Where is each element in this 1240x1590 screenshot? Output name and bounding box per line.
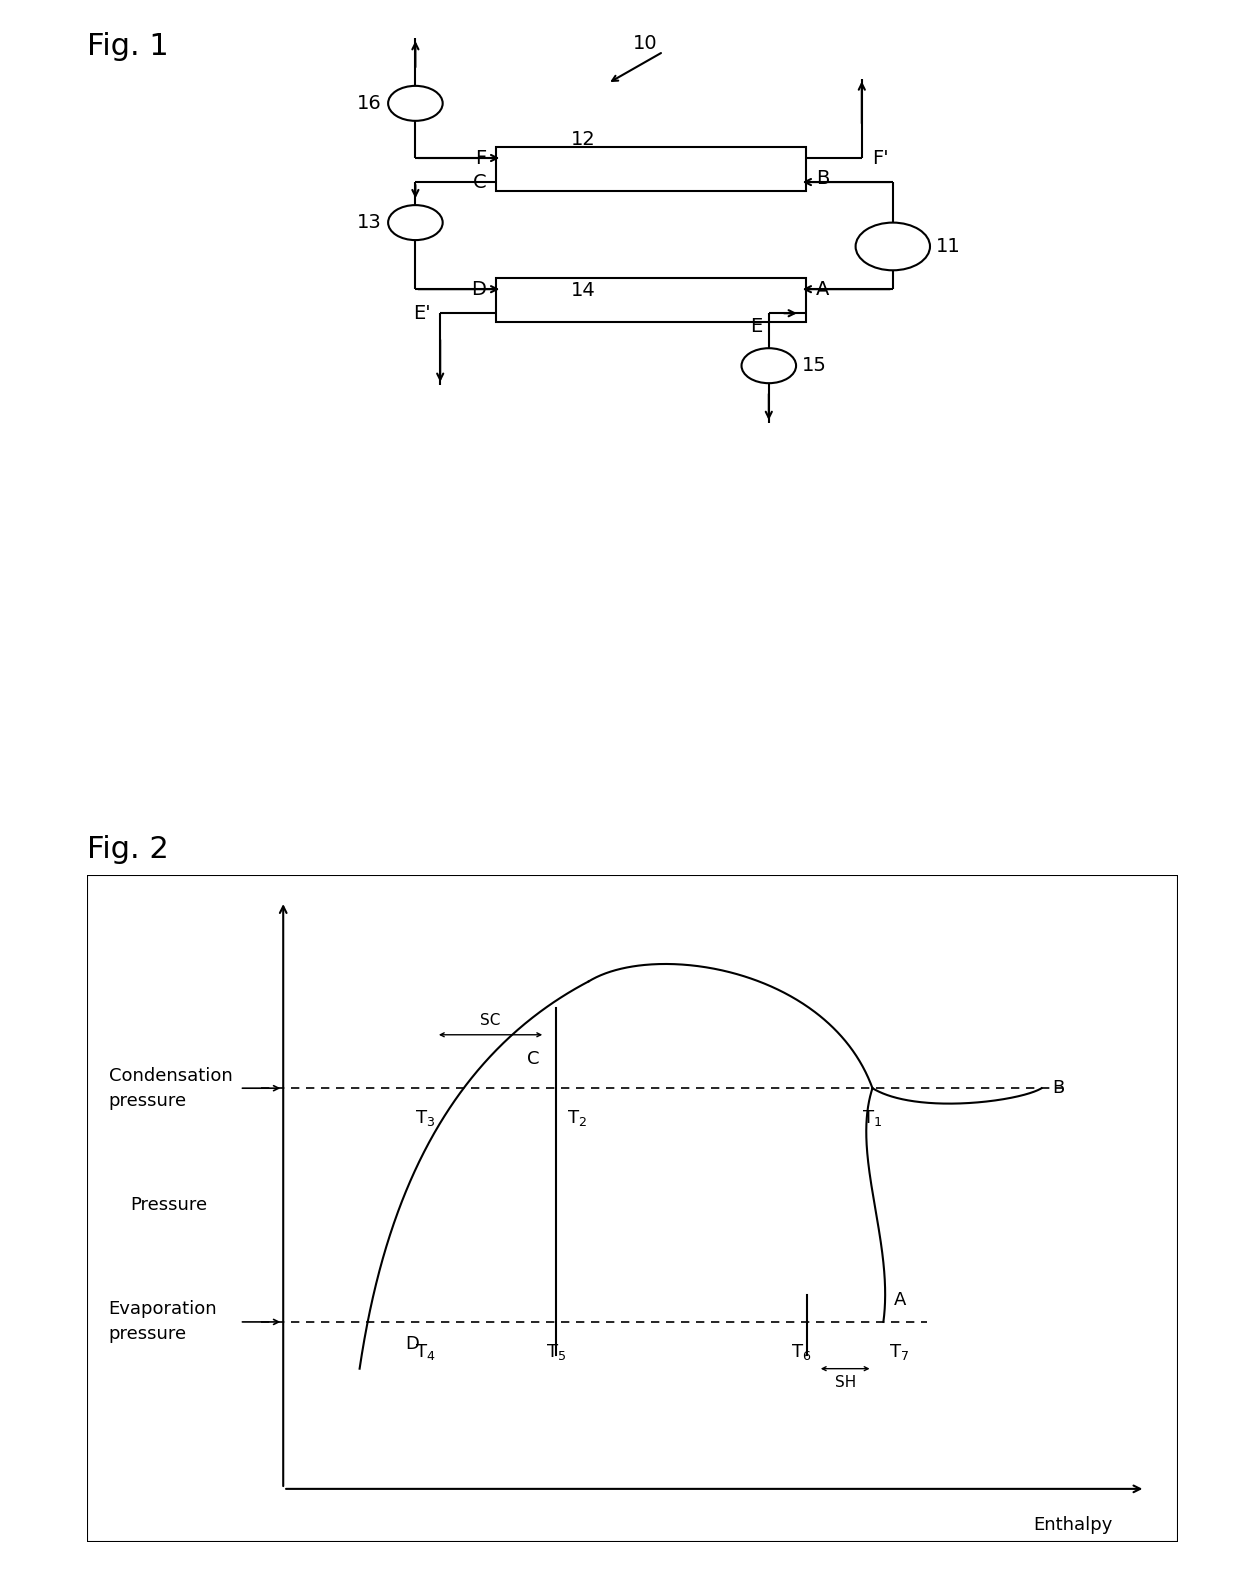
- Text: SH: SH: [835, 1375, 856, 1390]
- Text: T$_4$: T$_4$: [415, 1342, 435, 1363]
- Bar: [496, 146, 806, 191]
- Text: D: D: [471, 280, 486, 299]
- Text: C: C: [527, 1049, 539, 1068]
- Text: Fig. 1: Fig. 1: [87, 32, 169, 60]
- Text: Condensation
pressure: Condensation pressure: [109, 1067, 232, 1110]
- Text: T$_1$: T$_1$: [863, 1108, 883, 1129]
- Text: Fig. 2: Fig. 2: [87, 835, 169, 863]
- Text: T$_2$: T$_2$: [567, 1108, 587, 1129]
- Text: SC: SC: [480, 1013, 501, 1029]
- Text: B: B: [1053, 1080, 1065, 1097]
- Text: C: C: [472, 173, 486, 191]
- Text: 10: 10: [632, 35, 657, 52]
- Text: 16: 16: [357, 94, 382, 113]
- Text: T$_3$: T$_3$: [415, 1108, 435, 1129]
- Text: E: E: [750, 318, 763, 335]
- Text: F': F': [872, 148, 888, 167]
- Text: T$_5$: T$_5$: [546, 1342, 567, 1363]
- Text: 12: 12: [570, 130, 595, 148]
- Text: 15: 15: [802, 356, 827, 375]
- Text: B: B: [816, 169, 830, 188]
- Text: T$_7$: T$_7$: [889, 1342, 909, 1363]
- Text: D: D: [405, 1336, 419, 1353]
- Text: A: A: [894, 1291, 906, 1309]
- Text: 11: 11: [936, 237, 961, 256]
- Bar: [496, 278, 806, 321]
- Text: T$_6$: T$_6$: [791, 1342, 812, 1363]
- Text: E': E': [413, 304, 430, 323]
- Text: 14: 14: [570, 281, 595, 299]
- Text: A: A: [816, 280, 830, 299]
- Text: Evaporation
pressure: Evaporation pressure: [109, 1301, 217, 1344]
- Text: 13: 13: [357, 213, 382, 232]
- Text: F: F: [475, 148, 486, 167]
- Text: Enthalpy: Enthalpy: [1033, 1515, 1112, 1534]
- Text: Pressure: Pressure: [130, 1196, 207, 1215]
